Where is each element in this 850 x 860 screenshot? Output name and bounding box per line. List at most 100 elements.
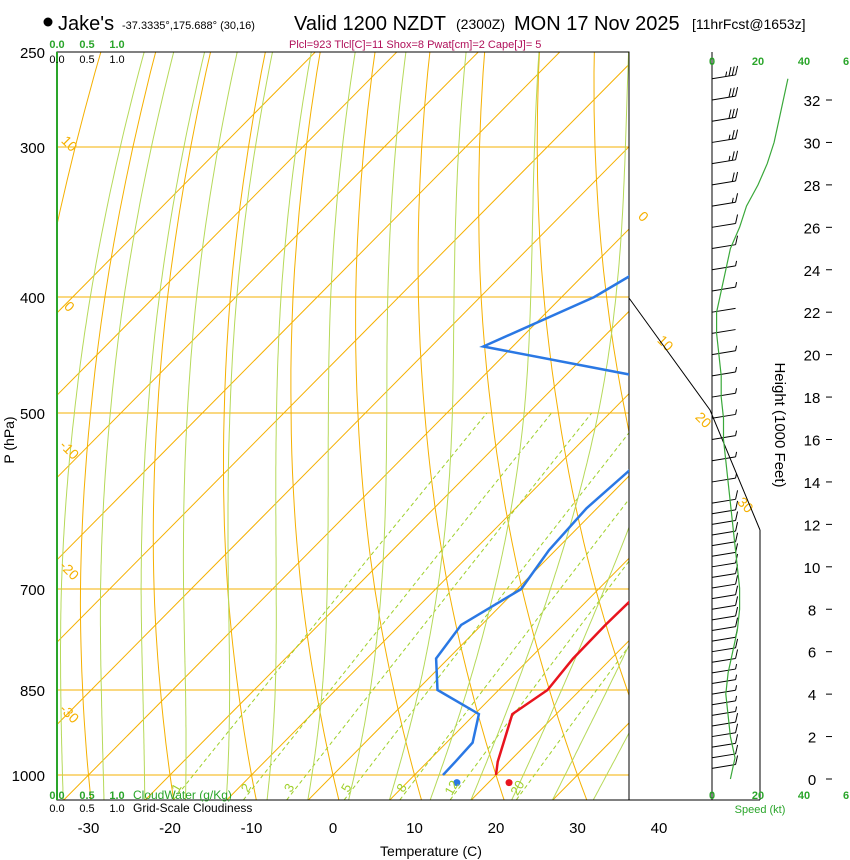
moist-adiabat-10 bbox=[388, 52, 467, 800]
wind-barb bbox=[711, 522, 739, 536]
isotherm-label-7: 20 bbox=[692, 409, 714, 431]
cloudwater-bottom-tick-2: 1.0 bbox=[109, 790, 124, 802]
wind-barb-halfflag bbox=[735, 472, 738, 479]
wind-barb-staff bbox=[711, 371, 736, 377]
wind-barb-flag bbox=[735, 617, 739, 627]
wind-barb-flag bbox=[735, 596, 739, 606]
speed-bottom-tick-3: 6 bbox=[843, 790, 849, 802]
wind-barb-staff bbox=[711, 711, 736, 716]
wind-barb-staff bbox=[711, 573, 736, 578]
moist-adiabat-5 bbox=[348, 52, 407, 800]
dry-adiabat-10 bbox=[355, 52, 423, 800]
wind-barb-halfflag bbox=[725, 71, 728, 77]
wind-barb bbox=[711, 87, 739, 101]
wind-barb bbox=[711, 214, 739, 228]
wind-barb bbox=[711, 193, 739, 207]
wind-barb bbox=[711, 307, 736, 313]
stability-indices: Plcl=923 Tlcl[C]=11 Shox=8 Pwat[cm]=2 Ca… bbox=[289, 39, 541, 51]
wind-barb bbox=[711, 65, 739, 80]
speed-top-tick-1: 20 bbox=[752, 56, 764, 68]
wind-barb-flag bbox=[735, 744, 739, 755]
wind-barb-staff bbox=[711, 286, 736, 292]
wind-barb-staff bbox=[711, 265, 736, 271]
temperature-tick-20: 20 bbox=[488, 820, 505, 837]
wind-barb-staff bbox=[711, 604, 736, 610]
cloudiness-top-tick-0: 0.0 bbox=[49, 54, 64, 66]
wind-barb bbox=[711, 638, 739, 653]
isotherm-label-2: -10 bbox=[57, 437, 83, 463]
temperature-line bbox=[494, 600, 629, 776]
height-tick-28: 28 bbox=[804, 178, 821, 195]
temperature-tick-0: 0 bbox=[329, 820, 337, 837]
wind-barb-staff bbox=[711, 764, 736, 769]
wind-barb-flag bbox=[735, 171, 739, 182]
isotherm--60 bbox=[57, 52, 561, 561]
dry-adiabat--20 bbox=[152, 52, 212, 800]
mixing-ratio-label-2: 2 bbox=[238, 781, 255, 795]
wind-barb bbox=[711, 345, 738, 356]
isotherm-label-5: 0 bbox=[635, 208, 652, 225]
height-tick-32: 32 bbox=[804, 93, 821, 110]
wind-barb-flag bbox=[731, 130, 735, 140]
wind-barb bbox=[711, 108, 739, 122]
dry-adiabat--30 bbox=[79, 52, 157, 800]
mixing-ratio-8 bbox=[399, 498, 629, 800]
wind-barb bbox=[711, 409, 738, 419]
pressure-tick-850: 850 bbox=[20, 683, 45, 700]
cloudwater-top-tick-0: 0.0 bbox=[49, 39, 64, 51]
cloud-scales: 0.00.00.50.51.01.00.00.00.50.51.01.0Clou… bbox=[49, 39, 252, 815]
wind-barb-staff bbox=[711, 541, 736, 547]
isotherm-20 bbox=[470, 639, 629, 800]
height-tick-6: 6 bbox=[808, 645, 816, 662]
height-axis-label: Height (1000 Feet) bbox=[771, 362, 788, 487]
wind-barb-staff bbox=[711, 498, 736, 504]
wind-barb bbox=[711, 388, 738, 398]
wind-barb bbox=[711, 606, 739, 621]
height-tick-12: 12 bbox=[804, 517, 821, 534]
wind-barb-flag bbox=[731, 87, 735, 97]
isotherm-label-0: 10 bbox=[58, 132, 80, 154]
temperature-tick-40: 40 bbox=[651, 820, 668, 837]
wind-barb-staff bbox=[711, 520, 736, 525]
height-tick-0: 0 bbox=[808, 772, 816, 789]
wind-barb bbox=[711, 511, 739, 525]
wind-barb bbox=[711, 663, 738, 674]
moist-adiabat--10 bbox=[225, 52, 273, 800]
isotherm-label-6: 10 bbox=[654, 332, 676, 354]
isotherm-label-1: 0 bbox=[61, 298, 78, 315]
wind-barb-flag bbox=[735, 522, 739, 532]
wind-barb-halfflag bbox=[735, 388, 738, 394]
x-axis-label: Temperature (C) bbox=[380, 843, 482, 859]
cloudiness-bottom-tick-0: 0.0 bbox=[49, 803, 64, 815]
height-tick-30: 30 bbox=[804, 135, 821, 152]
wind-barb bbox=[711, 585, 739, 600]
wind-barb bbox=[711, 366, 738, 377]
wind-barb-flag bbox=[735, 235, 739, 245]
wind-barb bbox=[711, 723, 739, 738]
mixing-ratio-label-3: 3 bbox=[281, 781, 298, 795]
wind-barb-staff bbox=[711, 679, 736, 685]
wind-barb-staff bbox=[711, 530, 736, 536]
cloudiness-label: Grid-Scale Cloudiness bbox=[133, 801, 252, 815]
moist-adiabat-0 bbox=[307, 52, 356, 800]
wind-barb-flag bbox=[735, 712, 739, 723]
dry-adiabat-30 bbox=[478, 52, 588, 800]
cloudwater-label: CloudWater (g/Kg) bbox=[133, 788, 232, 802]
wind-barb-flag bbox=[731, 66, 735, 76]
wind-barb-staff bbox=[711, 116, 736, 122]
cloudwater-bottom-tick-1: 0.5 bbox=[79, 790, 94, 802]
moist-adiabat-30 bbox=[551, 644, 629, 800]
wind-barb-staff bbox=[711, 350, 736, 356]
wind-barb bbox=[711, 596, 739, 610]
wind-barb-staff bbox=[711, 636, 736, 642]
wind-barb-flag bbox=[735, 108, 739, 118]
pressure-tick-500: 500 bbox=[20, 406, 45, 423]
wind-barb-staff bbox=[711, 456, 736, 462]
wind-barb bbox=[711, 744, 739, 759]
moist-adiabat--20 bbox=[140, 52, 206, 800]
wind-barb-flag bbox=[735, 129, 739, 139]
mixing-ratio-2 bbox=[242, 412, 552, 800]
cloudwater-top-tick-1: 0.5 bbox=[79, 39, 94, 51]
